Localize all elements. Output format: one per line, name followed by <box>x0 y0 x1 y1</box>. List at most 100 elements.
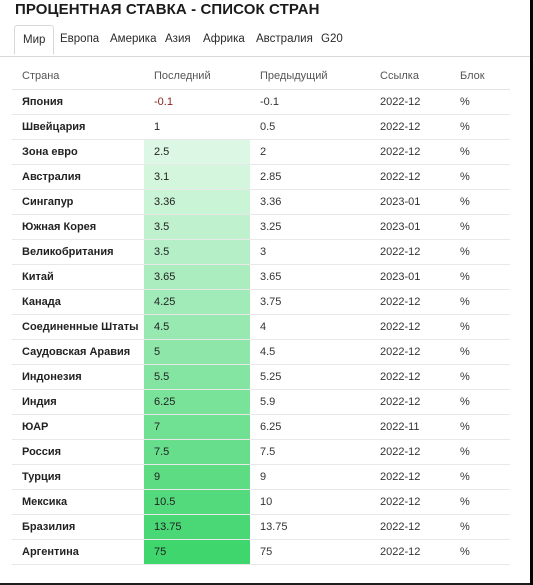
table-row[interactable]: Саудовская Аравия 5 4.5 2022-12% <box>12 339 510 365</box>
table-row[interactable]: Великобритания 3.5 3 2022-12% <box>12 239 510 265</box>
unit-cell: % <box>450 239 510 265</box>
country-cell[interactable]: Китай <box>12 264 144 290</box>
country-cell[interactable]: Турция <box>12 464 144 490</box>
table-row[interactable]: Соединенные Штаты 4.5 4 2022-12% <box>12 314 510 340</box>
column-header-previous[interactable]: Предыдущий <box>250 62 370 90</box>
table-row[interactable]: Бразилия 13.75 13.75 2022-12% <box>12 514 510 540</box>
unit-cell: % <box>450 214 510 240</box>
last-value-cell: 6.25 <box>144 389 250 415</box>
last-value-cell: 2.5 <box>144 139 250 165</box>
tab-america[interactable]: Америка <box>110 33 157 45</box>
country-cell[interactable]: Великобритания <box>12 239 144 265</box>
reference-date-cell: 2022-12 <box>370 139 450 165</box>
unit-cell: % <box>450 314 510 340</box>
previous-value-cell: 5.25 <box>250 364 370 390</box>
reference-date-cell: 2022-12 <box>370 489 450 515</box>
column-header-last[interactable]: Последний <box>144 62 250 90</box>
last-value-cell: 3.5 <box>144 239 250 265</box>
tab-africa[interactable]: Африка <box>203 33 245 45</box>
last-value-cell: 75 <box>144 539 250 565</box>
country-cell[interactable]: ЮАР <box>12 414 144 440</box>
unit-cell: % <box>450 289 510 315</box>
previous-value-cell: 13.75 <box>250 514 370 540</box>
unit-cell: % <box>450 414 510 440</box>
previous-value-cell: -0.1 <box>250 89 370 115</box>
reference-date-cell: 2022-12 <box>370 364 450 390</box>
last-value-cell: 4.25 <box>144 289 250 315</box>
country-cell[interactable]: Зона евро <box>12 139 144 165</box>
country-cell[interactable]: Сингапур <box>12 189 144 215</box>
country-cell[interactable]: Австралия <box>12 164 144 190</box>
table-row[interactable]: Индонезия 5.5 5.25 2022-12% <box>12 364 510 390</box>
country-cell[interactable]: Саудовская Аравия <box>12 339 144 365</box>
column-header-reference[interactable]: Ссылка <box>370 62 450 90</box>
previous-value-cell: 7.5 <box>250 439 370 465</box>
table-row[interactable]: Австралия 3.1 2.85 2022-12% <box>12 164 510 190</box>
country-cell[interactable]: Россия <box>12 439 144 465</box>
country-cell[interactable]: Канада <box>12 289 144 315</box>
last-value-cell: 10.5 <box>144 489 250 515</box>
table-row[interactable]: Мексика 10.5 10 2022-12% <box>12 489 510 515</box>
reference-date-cell: 2022-12 <box>370 539 450 565</box>
tab-europe[interactable]: Европа <box>60 33 100 45</box>
country-cell[interactable]: Аргентина <box>12 539 144 565</box>
reference-date-cell: 2023-01 <box>370 189 450 215</box>
tab-g20[interactable]: G20 <box>321 33 343 45</box>
previous-value-cell: 5.9 <box>250 389 370 415</box>
region-tabs: Мир Европа Америка Азия Африка Австралия… <box>0 25 530 57</box>
rates-table: Страна Последний Предыдущий Ссылка Блок … <box>12 62 510 565</box>
country-cell[interactable]: Швейцария <box>12 114 144 140</box>
table-row[interactable]: Индия 6.25 5.9 2022-12% <box>12 389 510 415</box>
country-cell[interactable]: Индонезия <box>12 364 144 390</box>
country-cell[interactable]: Бразилия <box>12 514 144 540</box>
table-row[interactable]: Турция 9 9 2022-12% <box>12 464 510 490</box>
table-row[interactable]: Сингапур 3.36 3.36 2023-01% <box>12 189 510 215</box>
tab-world[interactable]: Мир <box>14 25 55 55</box>
country-cell[interactable]: Япония <box>12 89 144 115</box>
table-row[interactable]: Швейцария 1 0.5 2022-12% <box>12 114 510 140</box>
previous-value-cell: 2.85 <box>250 164 370 190</box>
unit-cell: % <box>450 489 510 515</box>
previous-value-cell: 75 <box>250 539 370 565</box>
last-value-cell: 3.65 <box>144 264 250 290</box>
table-row[interactable]: Южная Корея 3.5 3.25 2023-01% <box>12 214 510 240</box>
tab-australia[interactable]: Австралия <box>256 33 313 45</box>
previous-value-cell: 3.25 <box>250 214 370 240</box>
table-row[interactable]: Зона евро 2.5 2 2022-12% <box>12 139 510 165</box>
reference-date-cell: 2022-12 <box>370 239 450 265</box>
country-cell[interactable]: Соединенные Штаты <box>12 314 144 340</box>
column-header-unit[interactable]: Блок <box>450 62 510 90</box>
last-value-cell: 9 <box>144 464 250 490</box>
previous-value-cell: 9 <box>250 464 370 490</box>
last-value-cell: 1 <box>144 114 250 140</box>
table-row[interactable]: Китай 3.65 3.65 2023-01% <box>12 264 510 290</box>
unit-cell: % <box>450 89 510 115</box>
table-row[interactable]: ЮАР 7 6.25 2022-11% <box>12 414 510 440</box>
country-cell[interactable]: Мексика <box>12 489 144 515</box>
previous-value-cell: 0.5 <box>250 114 370 140</box>
previous-value-cell: 4 <box>250 314 370 340</box>
unit-cell: % <box>450 539 510 565</box>
column-header-country[interactable]: Страна <box>12 62 144 90</box>
table-row[interactable]: Аргентина 75 75 2022-12% <box>12 539 510 565</box>
reference-date-cell: 2022-12 <box>370 114 450 140</box>
reference-date-cell: 2022-12 <box>370 439 450 465</box>
table-row[interactable]: Россия 7.5 7.5 2022-12% <box>12 439 510 465</box>
table-row[interactable]: Япония -0.1 -0.1 2022-12% <box>12 89 510 115</box>
unit-cell: % <box>450 439 510 465</box>
reference-date-cell: 2022-12 <box>370 89 450 115</box>
reference-date-cell: 2022-12 <box>370 314 450 340</box>
last-value-cell: 7.5 <box>144 439 250 465</box>
reference-date-cell: 2022-12 <box>370 289 450 315</box>
country-cell[interactable]: Южная Корея <box>12 214 144 240</box>
reference-date-cell: 2022-11 <box>370 414 450 440</box>
previous-value-cell: 3.75 <box>250 289 370 315</box>
unit-cell: % <box>450 139 510 165</box>
table-row[interactable]: Канада 4.25 3.75 2022-12% <box>12 289 510 315</box>
unit-cell: % <box>450 464 510 490</box>
country-cell[interactable]: Индия <box>12 389 144 415</box>
unit-cell: % <box>450 164 510 190</box>
previous-value-cell: 2 <box>250 139 370 165</box>
tab-asia[interactable]: Азия <box>165 33 191 45</box>
